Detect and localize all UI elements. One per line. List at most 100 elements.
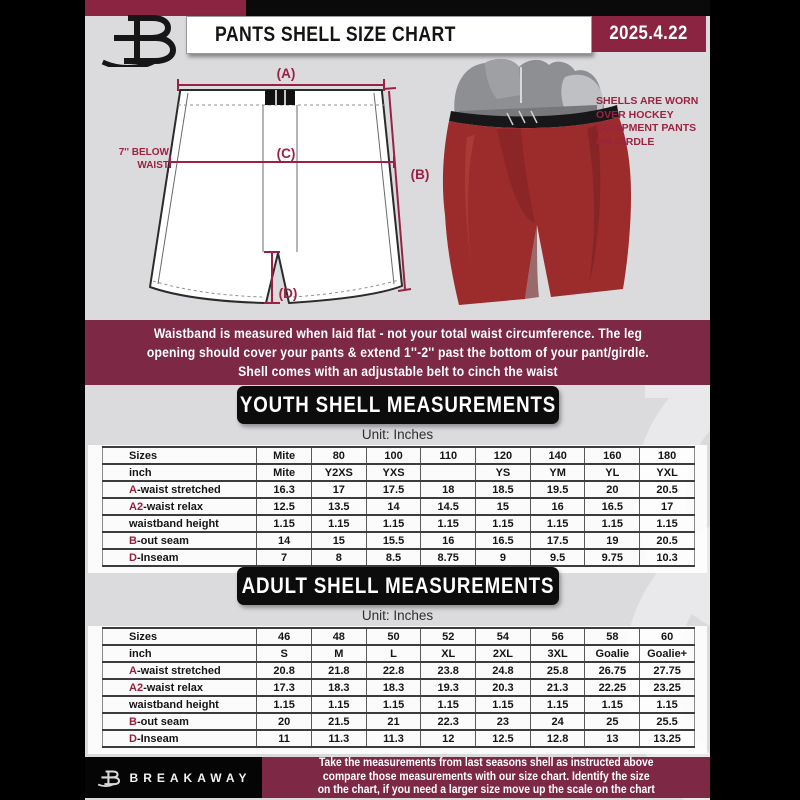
table-cell xyxy=(420,463,477,482)
table-row: Sizes 46 48 50 52 54 56 58 60 xyxy=(101,627,695,646)
table-cell: 22.8 xyxy=(365,661,422,680)
shell-usage-note-line: SHELLS ARE WORN xyxy=(596,95,699,107)
table-cell: Goalie xyxy=(584,644,641,663)
diagram-label-d: (D) xyxy=(278,286,298,301)
table-cell: 14.5 xyxy=(420,497,477,516)
table-cell: 160 xyxy=(584,446,641,465)
table-row: A-waist stretched 16.3 17 17.5 18 18.5 19.5 20 2… xyxy=(101,480,695,499)
table-cell: 20.8 xyxy=(256,661,312,680)
banner-line: opening should cover your pants & extend… xyxy=(146,345,649,360)
table-cell: 17.5 xyxy=(529,531,586,550)
table-cell: 56 xyxy=(529,627,586,646)
table-cell: 1.15 xyxy=(639,695,695,714)
table-cell: 1.15 xyxy=(584,514,641,533)
table-cell: 8 xyxy=(310,548,367,567)
table-cell: 16.5 xyxy=(475,531,531,550)
waistband-info-banner: Waistband is measured when laid flat - n… xyxy=(85,320,710,385)
table-cell: 1.15 xyxy=(310,695,367,714)
table-cell: 120 xyxy=(475,446,531,465)
table-cell: 16 xyxy=(529,497,586,516)
diagram-label-a: (A) xyxy=(276,66,296,81)
breakaway-b-logo-small-icon xyxy=(97,769,120,787)
table-cell: Goalie+ xyxy=(639,644,695,663)
table-cell: 60 xyxy=(639,627,695,646)
banner-line: Waistband is measured when laid flat - n… xyxy=(153,326,642,341)
table-cell: 25 xyxy=(584,712,641,731)
table-cell: 24 xyxy=(529,712,586,731)
footer: BREAKAWAY Take the measurements from las… xyxy=(85,757,710,798)
table-row: D-Inseam 11 11.3 11.3 12 12.5 12.8 13 13.25 xyxy=(101,729,695,748)
page-title: PANTS SHELL SIZE CHART xyxy=(215,23,456,46)
row-label: waistband height xyxy=(101,514,258,533)
table-cell: YM xyxy=(529,463,586,482)
table-row: Sizes Mite 80 100 110 120 140 160 180 xyxy=(101,446,695,465)
waist-note-line2: WAIST xyxy=(137,160,169,171)
table-cell: 20 xyxy=(584,480,641,499)
row-label: Sizes xyxy=(101,446,258,465)
table-cell: 1.15 xyxy=(365,695,422,714)
table-cell: 12.8 xyxy=(529,729,586,748)
row-label: A-waist stretched xyxy=(101,661,258,680)
shell-usage-note-line: OVER HOCKEY xyxy=(596,108,674,121)
table-cell: XL xyxy=(420,644,477,663)
row-label: B-out seam xyxy=(101,712,258,731)
brand-name: BREAKAWAY xyxy=(129,770,252,785)
row-label: inch xyxy=(101,463,258,482)
date-text: 2025.4.22 xyxy=(609,23,689,44)
table-cell: 19 xyxy=(584,531,641,550)
table-cell: 15 xyxy=(475,497,531,516)
table-cell: YXS xyxy=(365,463,422,482)
shell-usage-note-line: EQUIPMENT PANTS xyxy=(596,122,697,134)
table-cell: 21.8 xyxy=(310,661,367,680)
table-cell: 3XL xyxy=(529,644,586,663)
footer-line: compare those measurements with our size… xyxy=(322,770,650,783)
footer-brand-box: BREAKAWAY xyxy=(85,757,262,798)
table-cell: YL xyxy=(584,463,641,482)
diagram-label-b: (B) xyxy=(410,167,430,182)
table-cell: 1.15 xyxy=(420,514,477,533)
table-cell: 9.5 xyxy=(529,548,586,567)
table-cell: M xyxy=(310,644,367,663)
shell-product-photo xyxy=(442,58,632,305)
table-cell: 18.5 xyxy=(475,480,531,499)
table-cell: 17.5 xyxy=(365,480,422,499)
row-label-accent: D xyxy=(129,551,137,564)
table-cell: 1.15 xyxy=(584,695,641,714)
table-cell: 15 xyxy=(310,531,367,550)
table-cell: 27.75 xyxy=(639,661,695,680)
row-label: inch xyxy=(101,644,258,663)
table-cell: 180 xyxy=(639,446,695,465)
table-cell: 20.3 xyxy=(475,678,531,697)
table-row: inch Mite Y2XS YXS YS YM YL YXL xyxy=(101,463,695,482)
table-cell: 1.15 xyxy=(256,695,312,714)
table-cell: 1.15 xyxy=(475,695,531,714)
table-cell: 2XL xyxy=(475,644,531,663)
row-label-accent: A xyxy=(129,664,137,677)
table-cell: 48 xyxy=(310,627,367,646)
row-label: D-Inseam xyxy=(101,729,258,748)
table-cell: 25.5 xyxy=(639,712,695,731)
table-cell: 1.15 xyxy=(310,514,367,533)
table-cell: 12.5 xyxy=(475,729,531,748)
table-cell: 15.5 xyxy=(365,531,422,550)
table-cell: 1.15 xyxy=(365,514,422,533)
table-cell: 9 xyxy=(475,548,531,567)
table-cell: 140 xyxy=(529,446,586,465)
row-label-accent: B xyxy=(129,715,137,728)
table-cell: 80 xyxy=(310,446,367,465)
table-cell: 7 xyxy=(256,548,312,567)
row-label-accent: A2 xyxy=(129,681,144,694)
row-label-accent: A2 xyxy=(129,500,144,513)
diagram-label-c: (C) xyxy=(276,146,296,161)
table-cell: 23 xyxy=(475,712,531,731)
table-row: waistband height 1.15 1.15 1.15 1.15 1.15 1.15… xyxy=(101,514,695,533)
table-cell: 1.15 xyxy=(256,514,312,533)
table-cell: 21.5 xyxy=(310,712,367,731)
youth-unit-label: Unit: Inches xyxy=(361,427,434,442)
table-cell: 17 xyxy=(639,497,695,516)
row-label: Sizes xyxy=(101,627,258,646)
table-cell: 8.5 xyxy=(365,548,422,567)
row-label: A-waist stretched xyxy=(101,480,258,499)
chart-paper: PANTS SHELL SIZE CHART 2025.4.22 xyxy=(85,0,710,800)
table-cell: 13 xyxy=(584,729,641,748)
